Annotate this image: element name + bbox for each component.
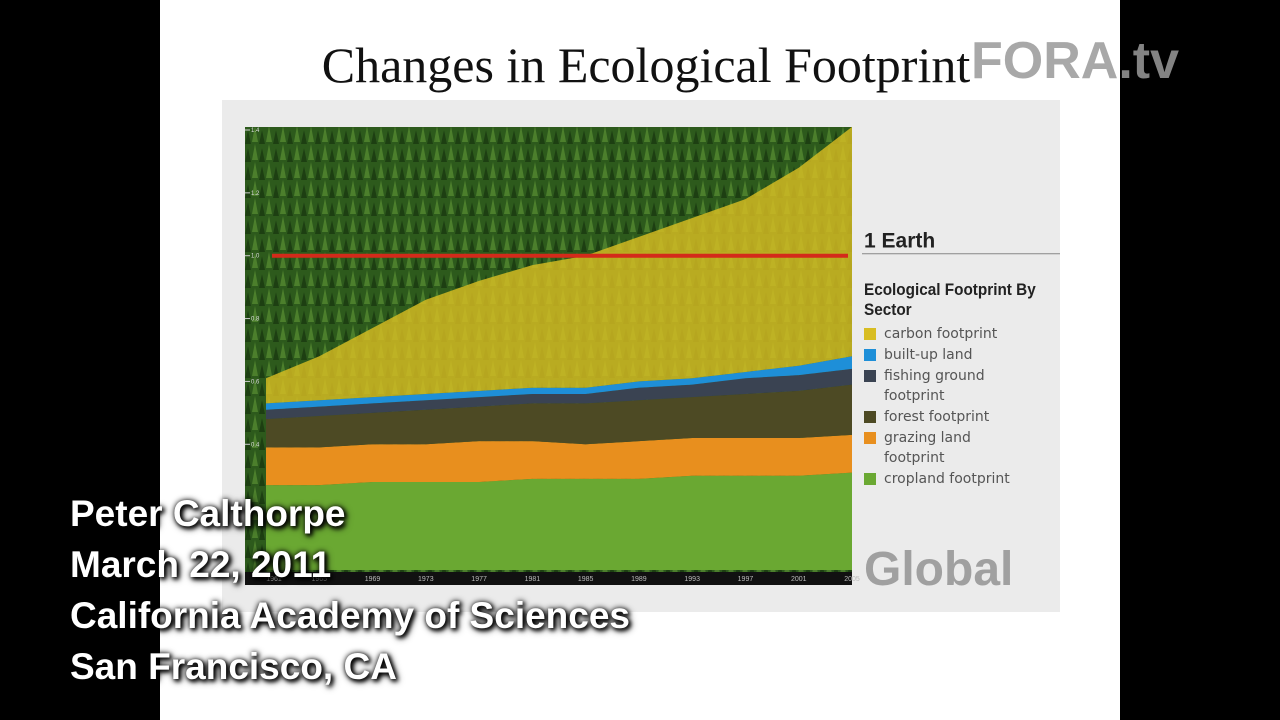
area [266, 126, 852, 404]
legend-swatch [864, 473, 876, 485]
legend-item: fishing ground footprint [864, 366, 1054, 406]
legend-label: carbon footprint [884, 326, 998, 342]
x-tick-label: 1961 [266, 576, 282, 583]
logo: FORA.tv [971, 32, 1179, 90]
legend-label: grazing land footprint [884, 430, 971, 466]
legend-item: grazing land footprint [864, 428, 1054, 468]
y-tick-label: 0.4 [251, 442, 260, 448]
area [266, 384, 852, 448]
legend-item: forest footprint [864, 407, 1054, 427]
y-tick-label: 1.2 [251, 191, 260, 197]
legend-label: cropland footprint [884, 471, 1010, 487]
x-tick-label: 1989 [631, 576, 647, 583]
caption-line: San Francisco, CA [70, 646, 397, 687]
x-tick-label: 1965 [311, 576, 327, 583]
y-tick-label: 1.4 [251, 128, 260, 134]
chart-title: Changes in Ecological Footprint [322, 37, 971, 93]
x-tick-label: 1969 [365, 576, 381, 583]
legend-item: cropland footprint [864, 469, 1054, 489]
y-tick-label: 0.6 [251, 379, 260, 385]
x-tick-label: 1985 [578, 576, 594, 583]
legend: Ecological Footprint By Sector carbon fo… [864, 280, 1054, 490]
legend-swatch [864, 370, 876, 382]
area [266, 356, 852, 410]
area [266, 434, 852, 486]
legend-label: built-up land [884, 347, 973, 363]
x-tick-label: 1993 [684, 576, 700, 583]
reference-label: 1 Earth [864, 230, 935, 253]
x-tick-label: 1977 [471, 576, 487, 583]
y-tick-label: 1.0 [251, 254, 260, 260]
region-label: Global [864, 543, 1013, 596]
legend-label: forest footprint [884, 409, 990, 425]
legend-swatch [864, 328, 876, 340]
x-axis-strip [245, 572, 852, 585]
legend-title: Ecological Footprint By Sector [864, 280, 1036, 319]
legend-swatch [864, 411, 876, 423]
caption-line: March 22, 2011 [70, 544, 331, 585]
x-tick-label: 2001 [791, 576, 807, 583]
x-tick-label: 1981 [525, 576, 541, 583]
y-tick-label: 0.8 [251, 317, 260, 323]
x-tick-label: 1997 [738, 576, 754, 583]
legend-item: carbon footprint [864, 324, 1054, 344]
x-tick-label: 1973 [418, 576, 434, 583]
legend-label: fishing ground footprint [884, 368, 985, 404]
legend-swatch [864, 349, 876, 361]
caption-line: California Academy of Sciences [70, 595, 630, 636]
legend-swatch [864, 432, 876, 444]
caption-line: Peter Calthorpe [70, 493, 346, 534]
area [266, 472, 852, 570]
x-tick-label: 2005 [844, 576, 860, 583]
legend-item: built-up land [864, 345, 1054, 365]
